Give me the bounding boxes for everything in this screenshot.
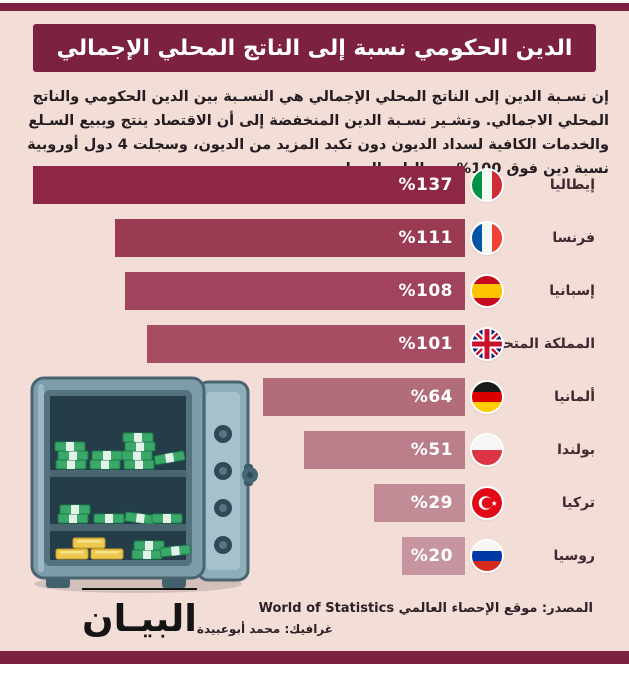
- debt-value-label-russia: %20: [410, 546, 453, 566]
- country-label-russia: روسيا: [553, 548, 595, 564]
- chart-row-poland: بولندا %51: [0, 431, 595, 469]
- turkey-flag-icon: [472, 488, 502, 518]
- debt-bar-russia: %20: [402, 537, 465, 575]
- chart-row-spain: إسبانيا %108: [0, 272, 595, 310]
- russia-flag-icon: [472, 541, 502, 571]
- country-label-germany: ألمانيا: [554, 389, 595, 405]
- poland-flag-icon: [472, 435, 502, 465]
- top-white-strip: [0, 0, 629, 3]
- uk-flag-icon: [472, 329, 502, 359]
- top-accent-bar: [0, 3, 629, 11]
- debt-bar-poland: %51: [304, 431, 465, 469]
- debt-bar-france: %111: [115, 219, 465, 257]
- italy-flag-icon: [472, 170, 502, 200]
- debt-value-label-germany: %64: [410, 387, 453, 407]
- chart-row-italy: إيطاليا %137: [0, 166, 595, 204]
- spain-flag-icon: [472, 276, 502, 306]
- debt-bar-spain: %108: [125, 272, 465, 310]
- country-label-poland: بولندا: [557, 442, 595, 458]
- debt-value-label-poland: %51: [410, 440, 453, 460]
- chart-row-uk: المملكة المتحدة %101: [0, 325, 595, 363]
- safe-illustration-svg: [30, 376, 258, 593]
- chart-row-turkey: تركيا %29: [0, 484, 595, 522]
- germany-flag-icon: [472, 382, 502, 412]
- safe-money-illustration: [20, 372, 258, 598]
- chart-row-france: فرنسا %111: [0, 219, 595, 257]
- debt-bar-italy: %137: [33, 166, 465, 204]
- debt-bar-chart: إيطاليا %137 فرنسا %111 إسبانيا %108 المملكة ا…: [0, 166, 629, 590]
- bottom-accent-bar: [0, 651, 629, 664]
- footer-left: البيـان غرافيك: محمد أبوعبيدة: [82, 588, 343, 646]
- debt-value-label-spain: %108: [398, 281, 453, 301]
- country-label-uk: المملكة المتحدة: [487, 336, 595, 352]
- debt-value-label-italy: %137: [398, 175, 453, 195]
- country-label-france: فرنسا: [552, 230, 595, 246]
- safe-interior: [50, 396, 186, 560]
- credit-text: غرافيك: محمد أبوعبيدة: [196, 621, 333, 636]
- safe-door: [196, 380, 258, 582]
- intro-paragraph: إن نسـبة الدين إلى الناتج المحلي الإجمال…: [27, 89, 609, 177]
- debt-value-label-uk: %101: [398, 334, 453, 354]
- debt-bar-germany: %64: [263, 378, 465, 416]
- safe-shelf-upper: [50, 470, 186, 477]
- source-text: المصدر: موقع الإحصاء العالمي World of St…: [258, 601, 593, 616]
- debt-bar-uk: %101: [147, 325, 465, 363]
- country-label-italy: إيطاليا: [549, 177, 595, 193]
- debt-value-label-turkey: %29: [410, 493, 453, 513]
- debt-bar-turkey: %29: [374, 484, 465, 522]
- chart-row-russia: روسيا %20: [0, 537, 595, 575]
- france-flag-icon: [472, 223, 502, 253]
- chart-row-germany: ألمانيا %64: [0, 378, 595, 416]
- bottom-white-strip: [0, 664, 629, 674]
- country-label-turkey: تركيا: [561, 495, 595, 511]
- country-label-spain: إسبانيا: [549, 283, 595, 299]
- page-title: الدين الحكومي نسبة إلى الناتج المحلي الإ…: [56, 35, 573, 61]
- safe-shelf-lower: [50, 524, 186, 531]
- albayan-logo: البيـان: [82, 588, 197, 646]
- header-banner: الدين الحكومي نسبة إلى الناتج المحلي الإ…: [33, 24, 596, 72]
- debt-value-label-france: %111: [398, 228, 453, 248]
